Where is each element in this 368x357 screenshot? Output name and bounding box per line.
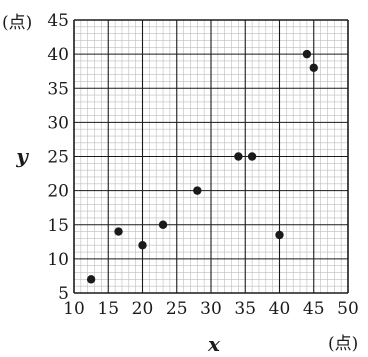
x-unit-label: (点) — [328, 334, 358, 353]
data-point — [275, 230, 284, 240]
y-tick-label: 5 — [58, 284, 69, 304]
y-tick-label: 40 — [47, 45, 69, 65]
data-point — [193, 186, 202, 195]
y-unit-label: (点) — [2, 13, 32, 33]
x-axis-title: x — [207, 332, 221, 353]
x-tick-label: 20 — [132, 299, 154, 319]
x-tick-label: 40 — [269, 299, 291, 319]
y-tick-label: 20 — [47, 182, 69, 202]
y-tick-labels: 5 10 15 20 25 30 35 40 45 — [47, 11, 69, 304]
data-point — [138, 241, 147, 250]
y-tick-label: 15 — [47, 216, 69, 236]
x-tick-label: 30 — [200, 299, 222, 319]
x-tick-label: 50 — [337, 299, 359, 319]
y-tick-label: 10 — [47, 250, 69, 270]
x-tick-label: 10 — [63, 299, 85, 319]
major-grid — [73, 19, 349, 294]
data-point — [302, 49, 312, 59]
x-tick-labels: 10 15 20 25 30 35 40 45 50 — [63, 299, 359, 319]
y-tick-label: 25 — [47, 148, 69, 168]
x-tick-label: 25 — [166, 299, 188, 319]
data-point — [309, 63, 318, 72]
data-point — [114, 227, 123, 236]
data-point — [86, 275, 96, 284]
x-tick-label: 15 — [97, 299, 119, 319]
y-tick-label: 30 — [47, 113, 69, 133]
y-tick-label: 35 — [47, 79, 69, 99]
x-tick-label: 35 — [234, 299, 256, 319]
data-point — [247, 152, 257, 161]
data-point — [158, 220, 168, 229]
y-tick-label: 45 — [47, 11, 69, 31]
y-axis-title: y — [15, 144, 29, 168]
data-points — [86, 49, 318, 284]
x-tick-label: 45 — [303, 299, 325, 319]
data-point — [234, 152, 243, 161]
